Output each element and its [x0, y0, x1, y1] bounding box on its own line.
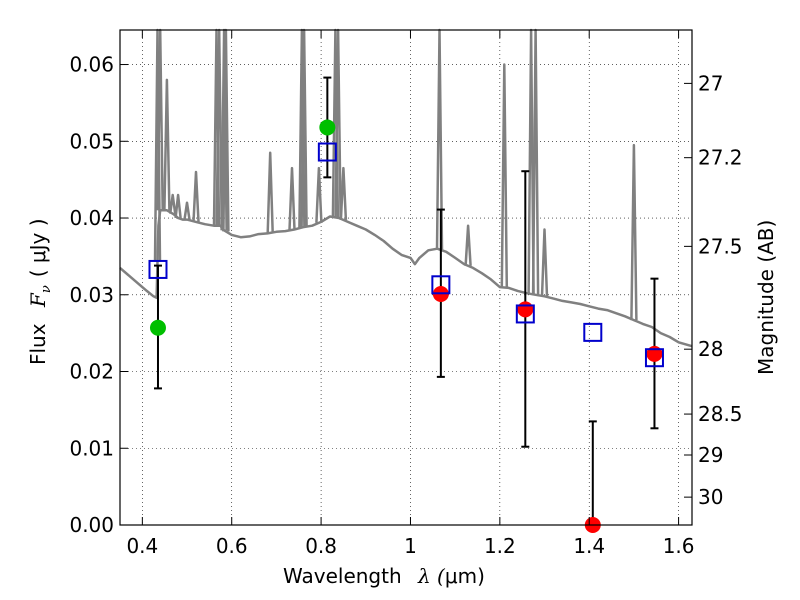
y-tick-label-1: 0.01 — [69, 436, 114, 460]
red-point-1 — [517, 301, 534, 318]
model-square-3 — [515, 304, 535, 324]
emission-line-11 — [266, 151, 274, 233]
x-axis-ticks: 0.4 0.6 0.8 1 1.2 1.4 1.6 — [126, 30, 695, 558]
y-tick-label-3: 0.03 — [69, 283, 114, 307]
emission-line-21 — [500, 63, 509, 288]
emission-line-12 — [288, 166, 296, 230]
green-point-1 — [319, 119, 336, 136]
mag-tick-label-4: 28.5 — [698, 402, 743, 426]
magnitude-axis-ticks: 27 27.2 27.5 28 28.5 29 30 — [684, 71, 743, 509]
y-tick-label-6: 0.06 — [69, 53, 114, 77]
emission-line-15 — [315, 166, 323, 223]
magnitude-axis-label: Magnitude (AB) — [754, 220, 778, 375]
emission-line-4 — [174, 193, 182, 219]
model-square-0 — [148, 259, 168, 279]
y-axis-label: Flux Fν( μJy ) — [26, 218, 54, 365]
model-square-4 — [583, 322, 603, 342]
emission-line-20 — [464, 224, 472, 266]
x-axis-label: Wavelength λ (μm) — [283, 564, 485, 588]
emission-line-24 — [540, 228, 549, 297]
x-tick-label-0: 0.4 — [126, 534, 158, 558]
x-tick-label-1: 0.6 — [216, 534, 248, 558]
x-tick-label-5: 1.4 — [573, 534, 605, 558]
mag-tick-label-6: 30 — [698, 485, 723, 509]
green-point-0 — [149, 319, 166, 336]
mag-tick-label-5: 29 — [698, 443, 723, 467]
y-tick-label-0: 0.00 — [69, 513, 114, 537]
emission-line-25 — [630, 143, 638, 321]
model-square-5 — [644, 348, 664, 368]
mag-tick-label-2: 27.5 — [698, 234, 743, 258]
x-tick-label-3: 1 — [404, 534, 417, 558]
x-tick-label-6: 1.6 — [663, 534, 695, 558]
model-square-1 — [317, 142, 337, 162]
emission-line-5 — [183, 201, 191, 220]
model-photometry-points — [148, 142, 664, 368]
emission-line-3 — [168, 193, 177, 214]
mag-tick-label-0: 27 — [698, 71, 723, 95]
y-tick-label-5: 0.05 — [69, 129, 114, 153]
emission-line-18 — [339, 166, 348, 220]
x-tick-label-4: 1.2 — [484, 534, 516, 558]
emission-line-6 — [192, 170, 200, 222]
y-tick-label-4: 0.04 — [69, 206, 114, 230]
x-tick-label-2: 0.8 — [305, 534, 337, 558]
emission-line-2 — [163, 78, 171, 211]
y-tick-label-2: 0.02 — [69, 360, 114, 384]
mag-tick-label-3: 28 — [698, 337, 723, 361]
y-axis-ticks: 0.00 0.01 0.02 0.03 0.04 0.05 0.06 — [69, 53, 128, 537]
model-square-2 — [431, 275, 451, 295]
mag-tick-label-1: 27.2 — [698, 146, 743, 170]
plot-frame — [119, 29, 693, 526]
